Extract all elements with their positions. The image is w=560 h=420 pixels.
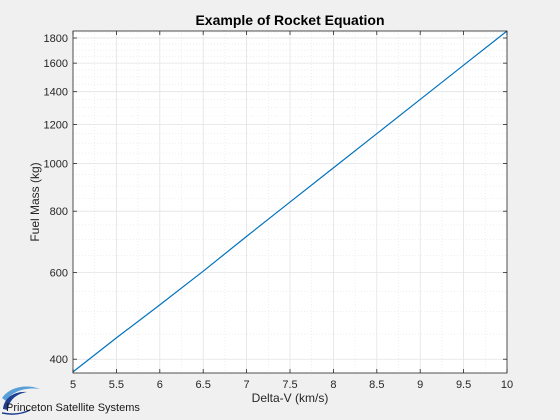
x-tick-label: 8 bbox=[330, 379, 336, 391]
x-tick-label: 9 bbox=[417, 379, 423, 391]
y-tick-label: 1400 bbox=[44, 87, 68, 99]
x-tick-label: 8.5 bbox=[369, 379, 384, 391]
y-tick-label: 1600 bbox=[44, 58, 68, 70]
y-tick-label: 1200 bbox=[44, 120, 68, 132]
y-axis-ticks: 400 600 800 1000 1200 1400 1600 1800 bbox=[44, 33, 507, 366]
x-tick-label: 5 bbox=[70, 379, 76, 391]
y-tick-label: 1800 bbox=[44, 33, 68, 45]
company-name: Princeton Satellite Systems bbox=[6, 402, 140, 414]
y-axis-label: Fuel Mass (kg) bbox=[28, 162, 42, 241]
x-tick-label: 5.5 bbox=[109, 379, 124, 391]
x-axis-label: Delta-V (km/s) bbox=[252, 391, 329, 405]
company-logo: Princeton Satellite Systems bbox=[1, 386, 140, 415]
x-axis-ticks: 5 5.5 6 6.5 7 7.5 8 8.5 9 9.5 10 bbox=[70, 31, 513, 391]
y-tick-label: 800 bbox=[50, 206, 68, 218]
y-tick-label: 600 bbox=[50, 268, 68, 280]
series-layer bbox=[72, 30, 508, 373]
x-tick-label: 9.5 bbox=[456, 379, 471, 391]
y-tick-label: 1000 bbox=[44, 159, 68, 171]
major-grid bbox=[73, 31, 507, 373]
x-tick-label: 10 bbox=[501, 379, 513, 391]
x-tick-label: 7 bbox=[244, 379, 250, 391]
y-tick-label: 400 bbox=[50, 354, 68, 366]
axes: 5 5.5 6 6.5 7 7.5 8 8.5 9 9.5 10 400 600 800 1000 1200… bbox=[44, 30, 513, 391]
fuel-mass-line bbox=[72, 30, 508, 373]
x-tick-label: 6.5 bbox=[196, 379, 211, 391]
swoosh-logo-icon bbox=[1, 386, 40, 415]
chart-title: Example of Rocket Equation bbox=[195, 12, 384, 28]
x-tick-label: 6 bbox=[157, 379, 163, 391]
x-tick-label: 7.5 bbox=[282, 379, 297, 391]
